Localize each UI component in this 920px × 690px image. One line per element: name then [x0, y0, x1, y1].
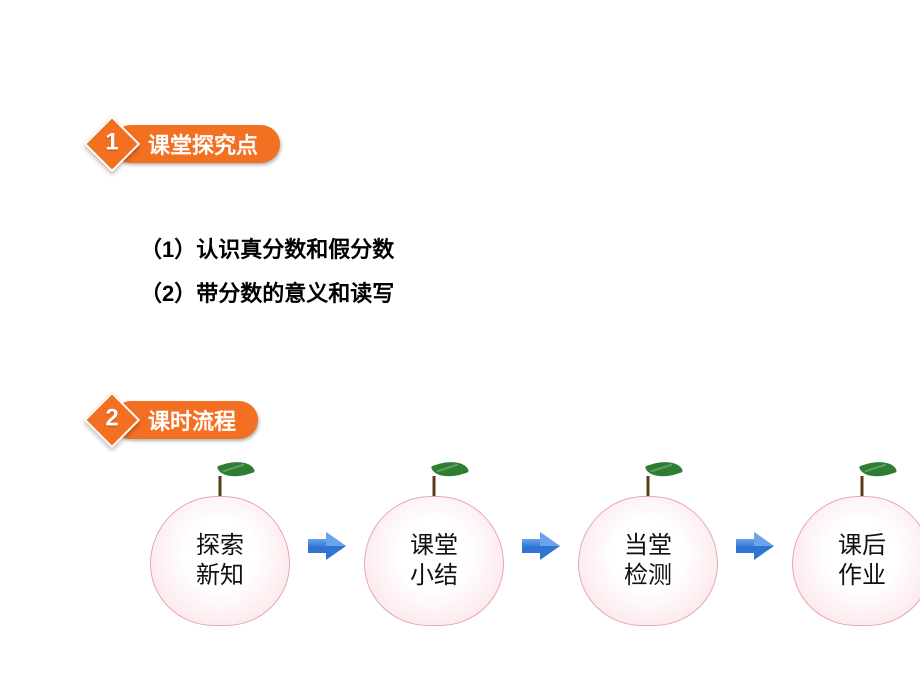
section-header-1: 1 课堂探究点: [86, 118, 280, 170]
flow-step-label: 当堂 检测: [624, 531, 672, 591]
section-header-2: 2 课时流程: [86, 394, 258, 446]
flow-step-label: 课堂 小结: [410, 531, 458, 591]
section-title-text: 课堂探究点: [148, 128, 258, 160]
apple-leaf-icon: [645, 455, 683, 484]
apple-body: 探索 新知: [150, 496, 290, 626]
content-point-2: （2）带分数的意义和读写: [140, 272, 394, 316]
apple-leaf-icon: [431, 455, 469, 484]
apple-leaf-icon: [217, 455, 255, 484]
flow-step-label: 课后 作业: [838, 531, 886, 591]
diamond-number: 2: [105, 405, 118, 433]
diamond-number: 1: [105, 129, 118, 157]
flow-row: 探索 新知 课堂 小结 当堂 检测 课后 作业: [150, 466, 920, 626]
flow-step-apple: 课后 作业: [792, 466, 920, 626]
section-title-text: 课时流程: [148, 404, 236, 436]
diamond-badge-1: 1: [86, 118, 138, 170]
diamond-badge-2: 2: [86, 394, 138, 446]
content-points: （1）认识真分数和假分数 （2）带分数的意义和读写: [140, 228, 394, 316]
apple-body: 当堂 检测: [578, 496, 718, 626]
flow-step-apple: 当堂 检测: [578, 466, 718, 626]
flow-step-apple: 课堂 小结: [364, 466, 504, 626]
content-point-1: （1）认识真分数和假分数: [140, 228, 394, 272]
arrow-right-icon: [308, 532, 346, 560]
arrow-right-icon: [522, 532, 560, 560]
apple-body: 课堂 小结: [364, 496, 504, 626]
arrow-right-icon: [736, 532, 774, 560]
apple-body: 课后 作业: [792, 496, 920, 626]
apple-leaf-icon: [859, 455, 897, 484]
flow-step-apple: 探索 新知: [150, 466, 290, 626]
flow-step-label: 探索 新知: [196, 531, 244, 591]
